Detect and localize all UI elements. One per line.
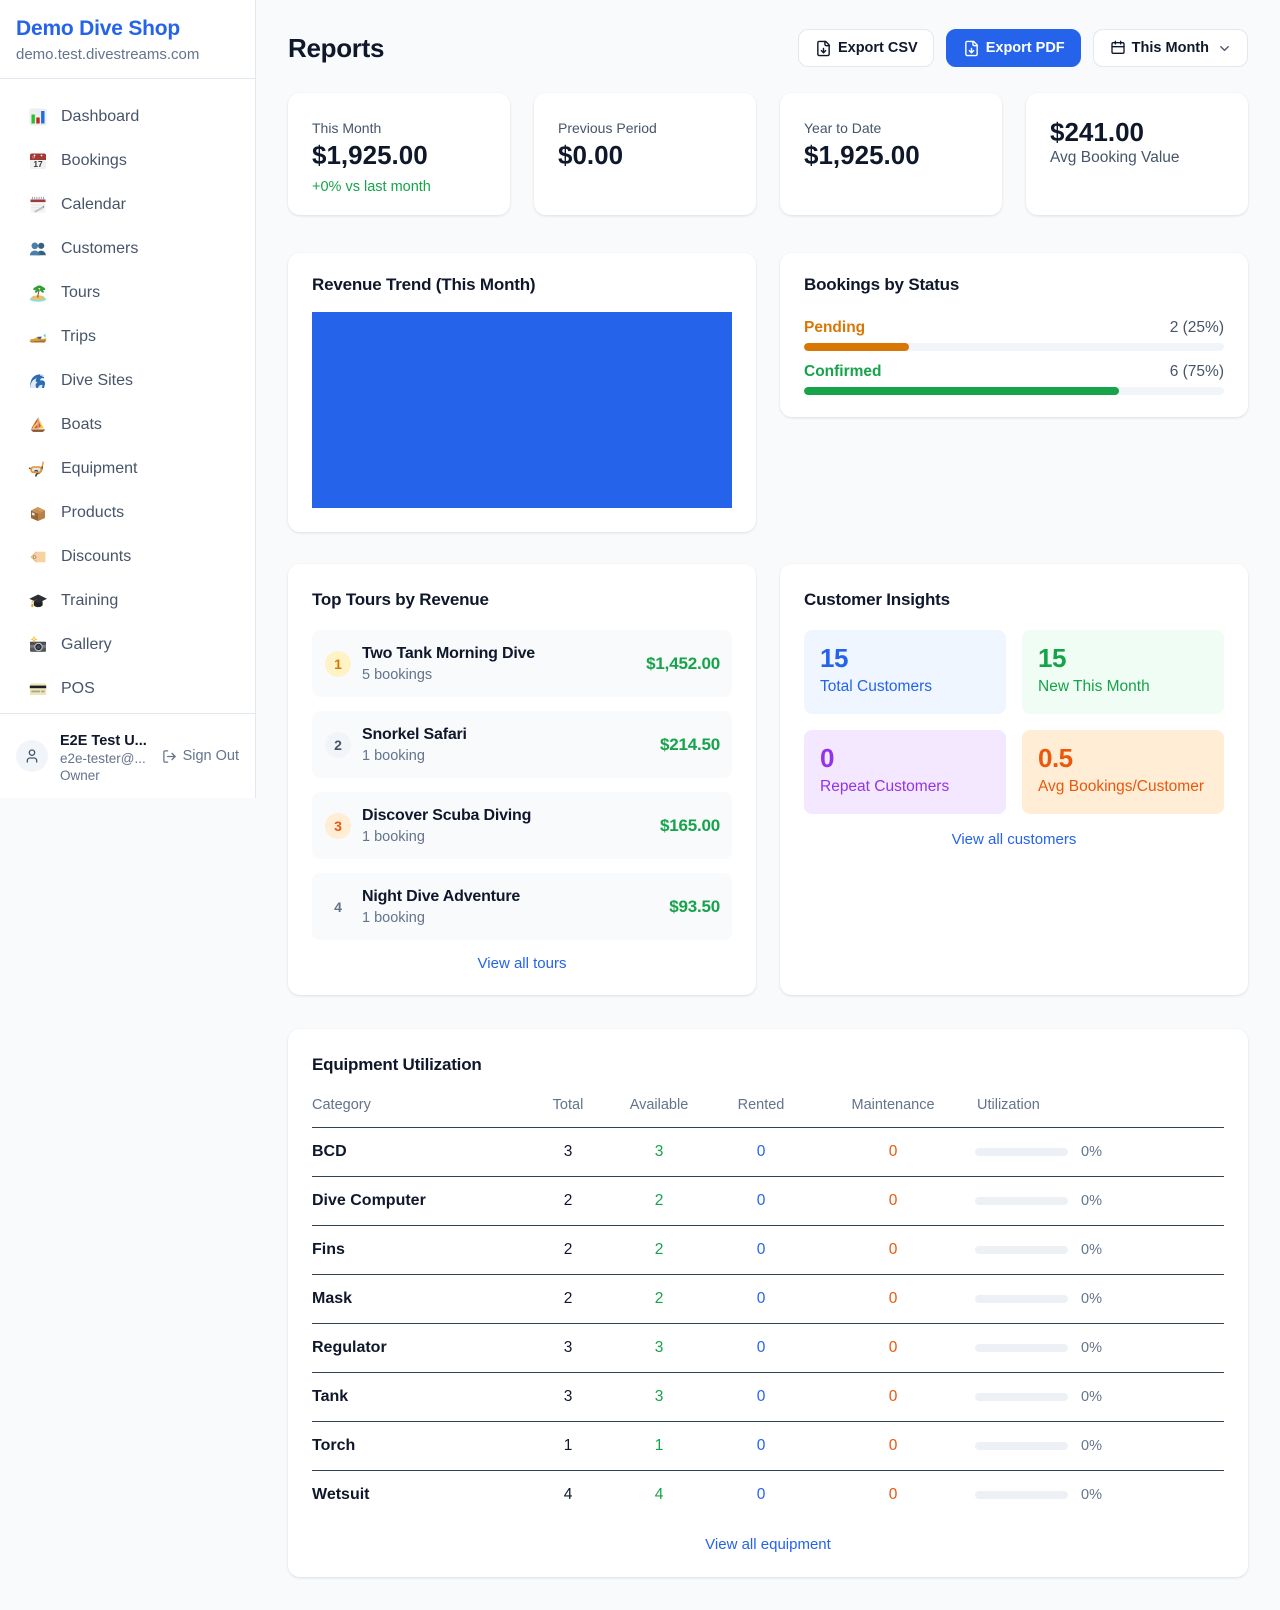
- svg-text:17: 17: [33, 159, 43, 169]
- svg-text:M: M: [32, 156, 35, 160]
